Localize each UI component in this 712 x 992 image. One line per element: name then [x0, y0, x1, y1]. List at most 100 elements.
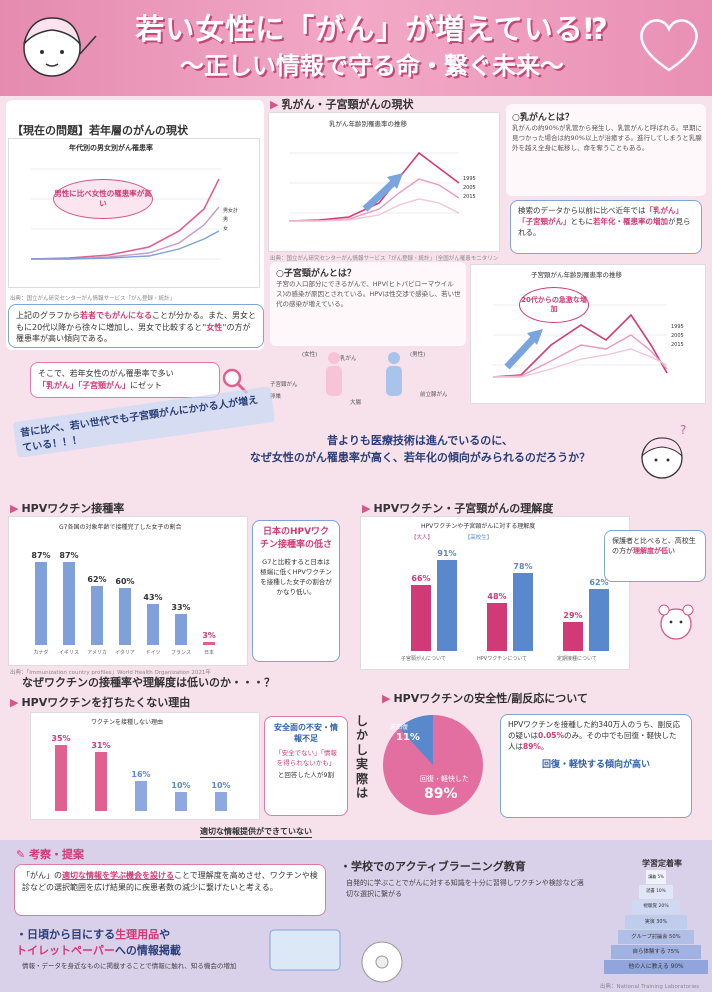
label-breast: 乳がん — [340, 356, 357, 362]
question-line-2: なぜ女性のがん罹患率が高く、若年化の傾向がみられるのだろうか？ — [249, 451, 591, 465]
highlight-breast: 「乳がん」 — [645, 206, 684, 215]
bar-value: 62% — [589, 578, 609, 587]
series-1995 — [493, 348, 668, 378]
legend-2005: 2005 — [671, 333, 684, 339]
highlight-cervix: 「子宮頸がん」 — [518, 216, 571, 226]
bear-icon — [658, 604, 694, 640]
section-title-safety: ▶ HPVワクチンの安全性/副反応について — [382, 692, 588, 705]
bar-understand — [487, 603, 507, 651]
bar-value: 33% — [171, 602, 191, 612]
proposal-text: 「がん」の — [22, 871, 62, 880]
girl-illustration-icon — [23, 17, 97, 77]
student-low-text: 保護者と比べると、 — [612, 537, 675, 545]
bar-vaccine — [119, 588, 131, 645]
pie-label-recovered: 回復・軽快した — [420, 775, 469, 783]
axis-tick-label: カナダ — [33, 650, 49, 656]
bar-value: 62% — [87, 575, 107, 585]
bar-understand — [411, 585, 431, 651]
summary-text-post: の方が罹患率が高い傾向である。 — [16, 322, 251, 344]
poster-header: 若い女性に「がん」が増えている⁉ 〜正しい情報で守る命・繋ぐ未来〜 — [0, 0, 712, 96]
pyramid-title: 学習定着率 — [642, 859, 682, 868]
breast-heading: ○乳がんとは？ — [512, 113, 574, 123]
bar-value: 10% — [211, 781, 231, 790]
box-cervix-about: ○子宮頸がんとは？ 子宮の入口部分にできるがんで、HPV(ヒトパピローマウイルス… — [270, 262, 466, 346]
section-title-current: 【現在の問題】若年層のがんの現状 — [12, 124, 188, 137]
bar-vaccine — [35, 562, 47, 645]
page-subtitle: 〜正しい情報で守る命・繋ぐ未来〜 — [180, 52, 564, 80]
bar-value: 43% — [143, 593, 163, 603]
label-cervix: 子宮頸がん — [270, 382, 298, 388]
page-title: 若い女性に「がん」が増えている⁉ — [135, 12, 609, 46]
group-label: 子宮頸がんについて — [401, 656, 446, 662]
heart-icon — [640, 19, 698, 72]
japan-low-text: G7と比較すると日本は極端に低くHPVワクチンを接種した女子の割合がかなり低い。 — [260, 558, 332, 597]
chart-cervix: 子宮頸がん年齢別罹患率の推移 20代からの急激な増加 1995 2005 201… — [470, 264, 706, 404]
chart-title: HPVワクチンや子宮頸がんに対する理解度 — [421, 523, 536, 530]
axis-tick-label: イタリア — [115, 650, 135, 656]
pyramid-level: グループ討論会 50% — [618, 930, 694, 944]
magnifier-icon — [222, 368, 249, 395]
thinking-girl-icon: ? — [641, 423, 686, 479]
series-male — [31, 230, 220, 260]
bar-value: 29% — [563, 611, 583, 620]
increase-arrow-icon — [504, 336, 536, 370]
highlight-sanitary: 生理用品 — [115, 928, 160, 941]
pyramid-level: 読書 10% — [639, 885, 673, 899]
safety-text-post: 。 — [540, 741, 549, 751]
section-title-proposal: ✎ 考察・提案 — [16, 848, 85, 861]
why-question: なぜワクチンの接種率や理解度は低いのか・・・？ — [22, 676, 275, 689]
chart-legend: 【大人】 【高校生】 — [411, 533, 492, 541]
bar-value: 87% — [59, 551, 79, 561]
axis-tick-label: イギリス — [58, 650, 79, 656]
trend-text: 検索のデータから以前に比べ近年では — [518, 206, 646, 215]
series-2015 — [492, 313, 668, 378]
concern-title: 安全面の不安・情報不足 — [274, 723, 338, 744]
legend-1995: 1995 — [671, 324, 684, 330]
active-title-text: ・学校でのアクティブラーニング教育 — [340, 860, 526, 873]
highlight-cervix: 「子宮頸がん」 — [78, 380, 130, 390]
bar-understand — [513, 573, 533, 651]
safety-text-mid: のみ。その中でも回復・軽快した人は — [508, 730, 677, 751]
section-title-text: HPVワクチン・子宮頸がんの理解度 — [373, 502, 554, 515]
chart-age-gender: 年代別の男女別がん罹患率 男性に比べ女性の罹患率が高い 男女計 男 女 — [8, 138, 260, 288]
pyramid-caption: 出典：National Training Laboratories — [600, 984, 700, 990]
bar-understand — [589, 589, 609, 651]
caption-vaccine: 出典：「Immunization country profiles」World … — [10, 670, 211, 676]
legend-2005: 2005 — [463, 185, 476, 191]
proposal-text-post: ことで理解度を高めさせ、ワクチンや検診などの選択範囲を広げ結果的に疾患者数の減少… — [22, 871, 318, 892]
group-label: 定期接種について — [557, 656, 597, 662]
chart-breast: 乳がん年齢別罹患率の推移 1995 2005 2015 — [268, 112, 500, 252]
legend-female: 女 — [223, 226, 229, 232]
axis-tick-label: フランス — [171, 650, 191, 656]
concern-quote: 「安全でない」「情報を得られないかも」 — [275, 749, 337, 768]
pyramid-level: 自ら体験する 75% — [611, 945, 701, 959]
bubble-female-higher: 男性に比べ女性の罹患率が高い — [53, 179, 153, 219]
pie-label-unrecovered: 未回復 — [390, 724, 409, 731]
legend-total: 男女計 — [223, 208, 239, 214]
pyramid-level: 講義 5% — [646, 870, 666, 884]
axis-tick-label: アメリカ — [87, 650, 107, 656]
legend-adult: 【大人】 — [411, 535, 434, 541]
student-low-text-mid: 高校生の方が — [612, 537, 696, 556]
trend-text-mid: ともに — [570, 216, 594, 226]
increase-arrow-icon — [362, 180, 396, 212]
series-2005 — [492, 334, 668, 378]
highlight-learning: 適切な情報を学ぶ機会を設ける — [62, 871, 174, 880]
safety-emphasis: 回復・軽快する傾向が高い — [541, 759, 650, 770]
label-female: (女性) — [302, 352, 318, 358]
summary-text: 上記のグラフから — [16, 311, 80, 320]
box-japan-low: 日本のHPVワクチン接種率の低さ G7と比較すると日本は極端に低くHPVワクチン… — [252, 520, 340, 662]
chart-legend: 1995 2005 2015 — [463, 175, 476, 202]
highlight-trend: 若年化・罹患率の増加 — [593, 216, 668, 226]
highlight-breast: 「乳がん」 — [38, 380, 78, 390]
bar-value: 48% — [487, 592, 507, 601]
note-focus-cancers: そこで、若年女性のがん罹患率で多い 「乳がん」「子宮頸がん」にゼット — [30, 362, 220, 398]
legend-2015: 2015 — [463, 194, 476, 200]
caption-sec1: 出典：国立がん研究センターがん情報サービス「がん登録・統計」 — [10, 296, 176, 302]
bar-value: 91% — [437, 549, 457, 558]
daily-text: ・日頃から目にする — [16, 928, 116, 941]
legend-male: 男 — [223, 217, 229, 223]
pie-slice-unrecovered — [399, 714, 433, 765]
bar-vaccine — [63, 562, 75, 645]
highlight-toilet-paper: トイレットペーパー — [16, 944, 115, 957]
